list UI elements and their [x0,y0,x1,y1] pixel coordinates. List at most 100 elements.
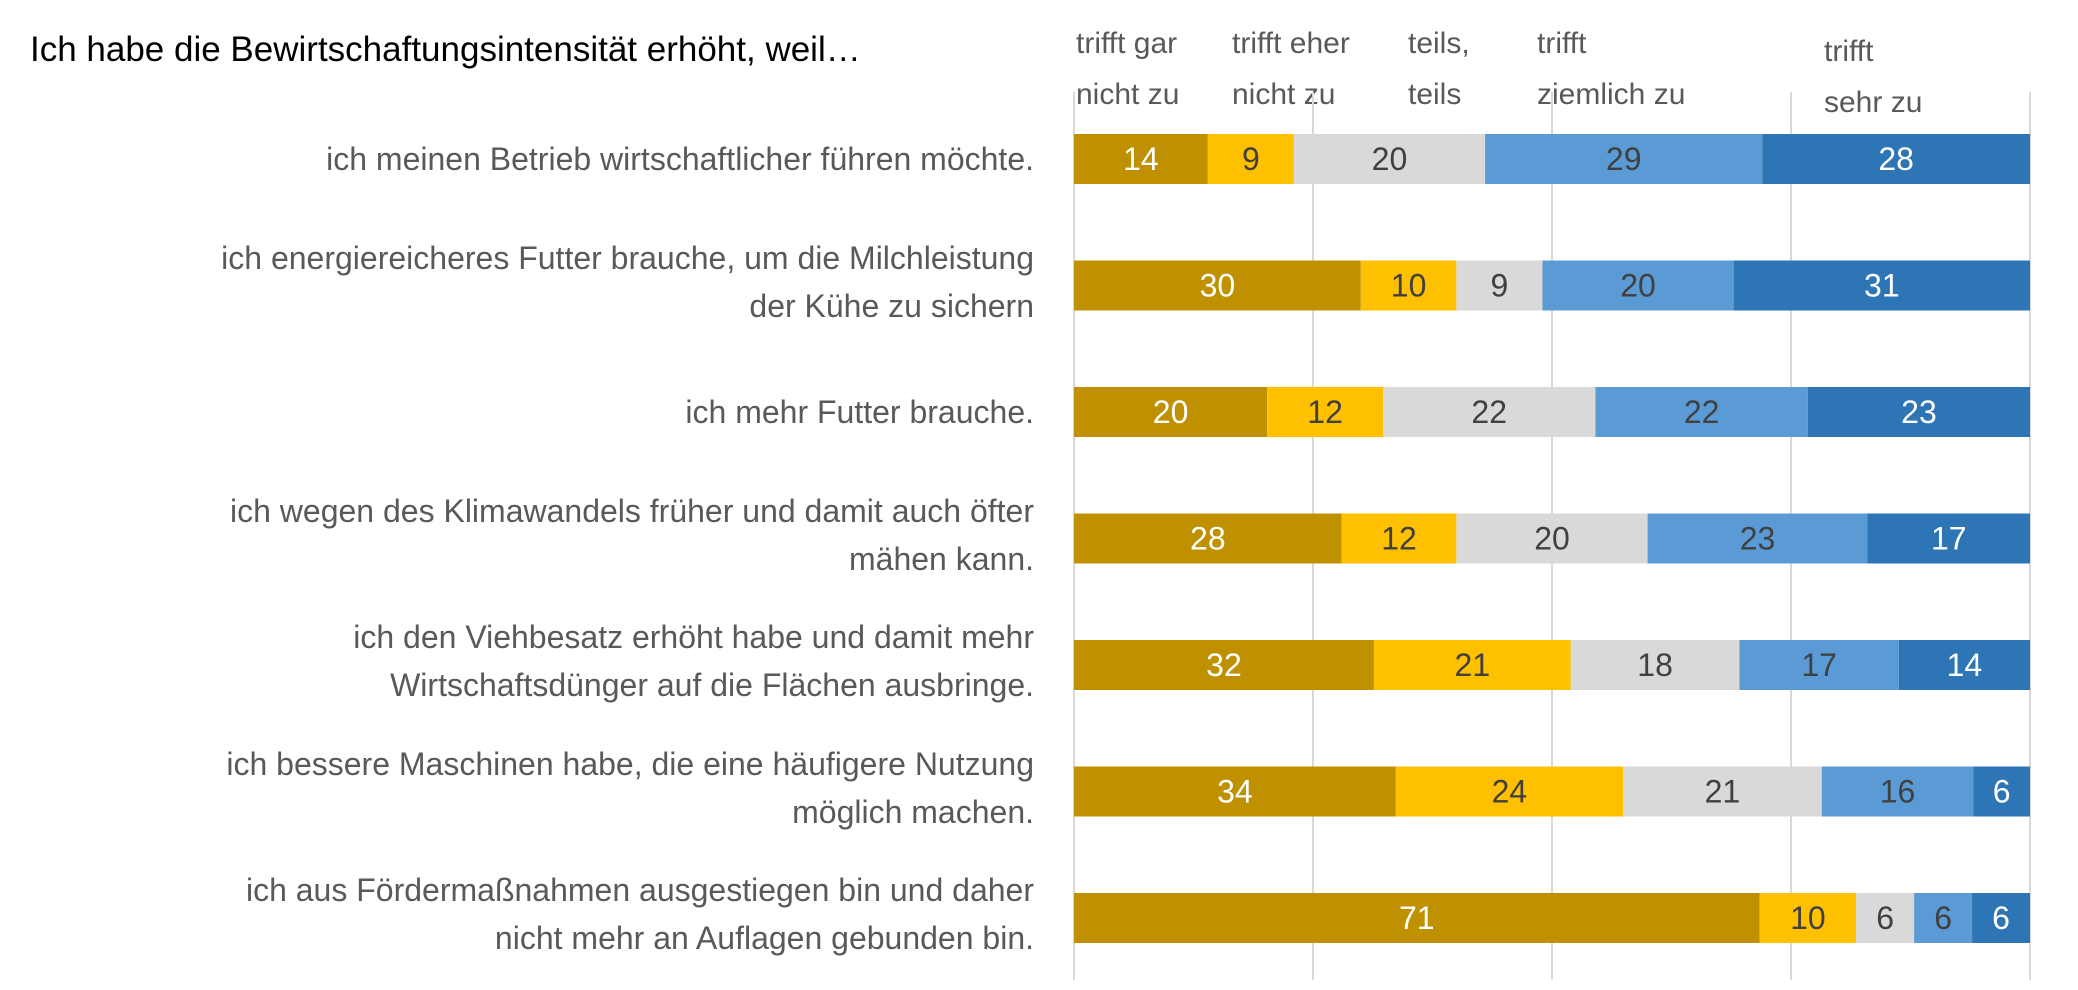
legend-item: trifft ziemlich zu [1537,18,1685,120]
category-label: ich den Viehbesatz erhöht habe und damit… [34,613,1034,709]
data-label: 18 [1637,647,1673,683]
bar-segment [1733,260,2030,311]
bar-segment [1485,134,1763,184]
bar-segment [1456,260,1543,311]
legend-label-line: teils [1408,78,1462,111]
data-label: 21 [1705,774,1741,810]
data-label: 17 [1801,647,1837,683]
data-label: 24 [1492,774,1528,810]
data-label: 28 [1190,521,1226,557]
category-label: ich mehr Futter brauche. [34,388,1034,436]
data-label: 71 [1399,900,1435,936]
data-label: 29 [1606,141,1642,177]
legend-label-line: trifft gar [1076,27,1178,60]
data-label: 17 [1931,521,1967,557]
data-label: 21 [1455,647,1491,683]
category-label: ich wegen des Klimawandels früher und da… [34,487,1034,583]
bar-segment [1898,640,2030,690]
legend-label-line: ziemlich zu [1537,78,1686,111]
bar-segment [1570,640,1740,690]
data-label: 14 [1947,647,1983,683]
bar-segment [1074,640,1374,690]
bar-segment [1074,387,1268,437]
legend-label-line: trifft [1824,35,1874,68]
category-label-line: der Kühe zu sichern [749,287,1034,324]
data-label: 28 [1878,141,1914,177]
bar-segment [1383,387,1596,437]
bar-segment [1293,134,1486,184]
bar-segment [1867,513,2030,564]
category-label-line: ich wegen des Klimawandels früher und da… [230,492,1034,529]
category-label-line: ich energiereicheres Futter brauche, um … [221,239,1034,276]
data-label: 23 [1901,394,1937,430]
bar-segment [1373,640,1571,690]
legend-item: trifft eher nicht zu [1232,18,1350,120]
bar-segment [1595,387,1808,437]
data-label: 16 [1880,774,1916,810]
bar-segment [1207,134,1294,184]
data-label: 10 [1391,268,1427,304]
data-label: 34 [1217,774,1253,810]
category-label-line: ich bessere Maschinen habe, die eine häu… [226,745,1034,782]
chart-title: Ich habe die Bewirtschaftungsintensität … [30,30,861,69]
bar-segment [1807,387,2030,437]
data-label: 22 [1471,394,1507,430]
data-label: 12 [1307,394,1343,430]
bar-segment [1739,640,1899,690]
bar-segment [1267,387,1384,437]
category-label-line: Wirtschaftsdünger auf die Flächen ausbri… [390,667,1034,703]
data-label: 10 [1790,900,1826,936]
bar-segment [1360,260,1457,311]
category-label-line: ich meinen Betrieb wirtschaftlicher führ… [326,141,1034,177]
category-label-line: möglich machen. [792,793,1034,830]
legend-label-line: nicht zu [1076,78,1180,111]
bar-segment [1647,513,1868,564]
bar-segment [1821,766,1974,817]
data-label: 6 [1992,900,2010,936]
data-label: 12 [1381,521,1417,557]
bar-segment [1856,893,1915,943]
data-label: 23 [1740,521,1776,557]
legend-label-line: trifft eher [1232,27,1350,60]
category-label-line: ich mehr Futter brauche. [685,394,1034,430]
bar-segment [1341,513,1457,564]
data-label: 31 [1864,268,1900,304]
bar-segment [1074,513,1342,564]
data-label: 22 [1684,394,1720,430]
bar-segment [1972,893,2030,943]
legend-label-line: teils, [1408,27,1470,60]
category-label: ich aus Fördermaßnahmen ausgestiegen bin… [34,866,1034,962]
data-label: 20 [1372,141,1408,177]
data-label: 6 [1993,774,2011,810]
category-label-line: nicht mehr an Auflagen gebunden bin. [494,920,1034,956]
legend-label-line: nicht zu [1232,78,1336,111]
category-label-line: mähen kann. [848,540,1034,577]
bar-segment [1542,260,1734,311]
bar-segment [1973,766,2030,817]
data-label: 9 [1491,268,1509,304]
data-label: 6 [1876,900,1894,936]
data-label: 30 [1200,268,1236,304]
data-label: 6 [1934,900,1952,936]
bar-segment [1074,766,1396,817]
bar-segment [1074,134,1208,184]
legend-item: trifft sehr zu [1824,26,1922,128]
category-label: ich bessere Maschinen habe, die eine häu… [34,740,1034,836]
category-label-line: ich den Viehbesatz erhöht habe und damit… [353,619,1034,655]
bar-segment [1622,766,1822,817]
bar-segment [1456,513,1648,564]
data-label: 20 [1534,521,1570,557]
bar-segment [1074,893,1760,943]
bar-segment [1395,766,1623,817]
data-label: 9 [1242,141,1260,177]
bar-segment [1074,260,1361,311]
legend-label-line: trifft [1537,27,1587,60]
data-label: 32 [1206,647,1242,683]
data-label: 20 [1153,394,1189,430]
bar-segment [1914,893,1973,943]
legend-item: teils, teils [1408,18,1470,120]
legend-label-line: sehr zu [1824,86,1923,119]
legend-item: trifft gar nicht zu [1076,18,1179,120]
category-label-line: ich aus Fördermaßnahmen ausgestiegen bin… [245,872,1034,908]
